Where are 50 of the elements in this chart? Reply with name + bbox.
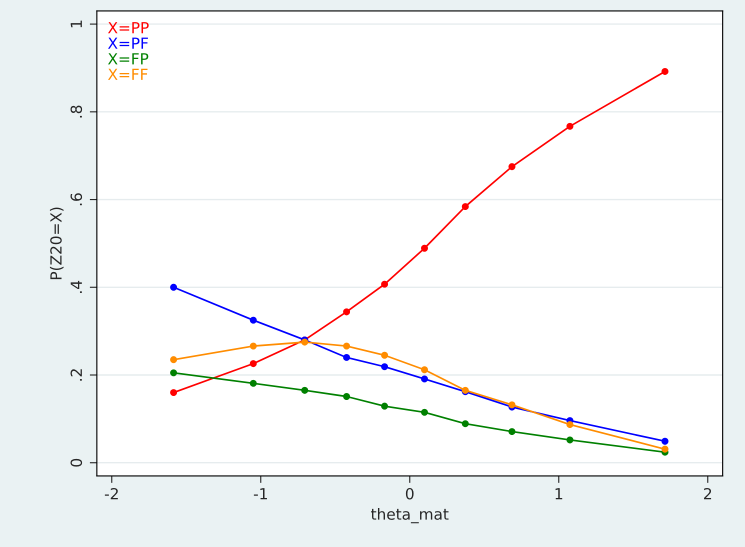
point [381,352,388,359]
point [343,342,350,350]
point [566,421,574,428]
text: X=FF [108,68,148,80]
point [462,203,469,210]
point [170,389,178,396]
point [170,369,178,376]
point [381,402,388,410]
x-tick-label: 1 [556,488,562,500]
point [343,354,350,361]
point [381,280,388,288]
point [566,122,574,130]
x-axis-title: theta_mat [371,508,449,524]
x-tick-label: 0 [406,488,414,500]
point [301,386,308,394]
point [421,366,428,374]
point [343,393,350,400]
y-tick-label: .2 [70,369,82,381]
point [250,316,257,324]
x-tick-label: 2 [704,488,712,500]
point [662,446,668,453]
point [421,408,428,416]
point [662,68,668,75]
point [566,436,574,444]
y-tick-label: 0 [70,458,82,467]
point [250,360,257,368]
text: X=FP [108,53,148,64]
point [508,401,516,408]
y-tick-label: 1 [70,20,82,28]
point [170,284,178,291]
point [508,428,516,436]
point [250,342,257,350]
point [250,380,257,387]
y-tick-label: .6 [70,193,82,206]
point [343,308,350,316]
text: X=PP [108,22,149,34]
point [421,375,428,382]
point [421,244,428,252]
x-tick-label: -1 [254,488,267,500]
y-tick-label: .8 [70,106,82,118]
point [381,363,388,370]
point [508,163,516,170]
point [462,420,469,428]
text: X=PF [108,38,148,49]
point [301,338,308,346]
point [662,438,668,445]
y-axis-title: P(Z20=X) [50,208,64,280]
x-tick-label: -2 [104,488,118,500]
y-tick-label: .4 [70,280,82,293]
point [170,356,178,364]
